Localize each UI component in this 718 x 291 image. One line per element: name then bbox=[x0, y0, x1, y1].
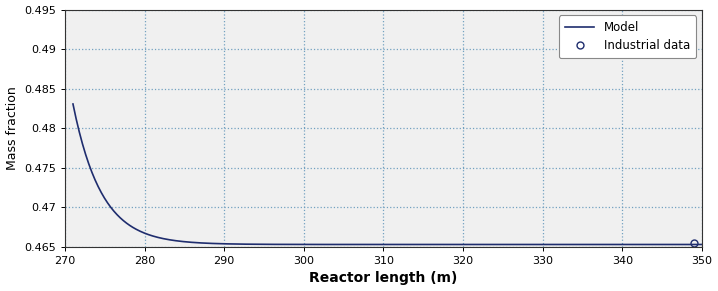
Model bbox=[542, 243, 551, 246]
Model bbox=[230, 242, 239, 246]
Legend: Model, Industrial data: Model, Industrial data bbox=[559, 15, 696, 58]
Model bbox=[69, 102, 78, 106]
Model bbox=[698, 243, 707, 246]
Model bbox=[180, 240, 189, 244]
Model bbox=[439, 243, 448, 246]
Line: Model: Model bbox=[73, 104, 702, 244]
Y-axis label: Mass fraction: Mass fraction bbox=[6, 86, 19, 170]
X-axis label: Reactor length (m): Reactor length (m) bbox=[309, 272, 457, 285]
Model bbox=[353, 243, 362, 246]
Model bbox=[489, 243, 498, 246]
